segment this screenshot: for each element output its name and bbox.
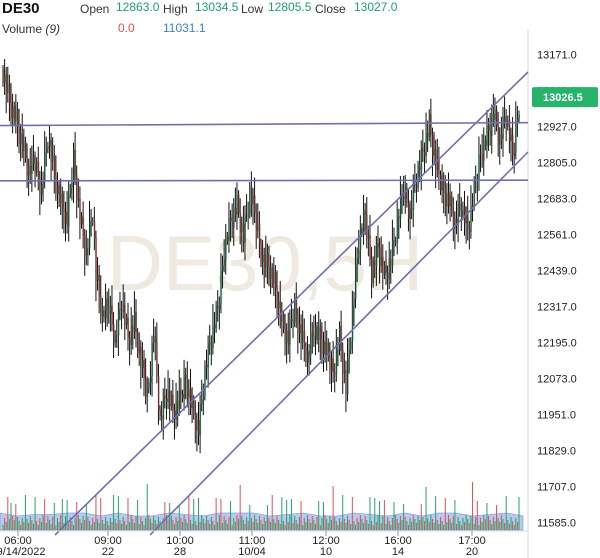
- close-value: 13027.0: [354, 0, 398, 14]
- low-value: 12805.5: [268, 0, 312, 14]
- y-tick-label: 12805.0: [537, 158, 577, 170]
- close-label: Close: [315, 2, 346, 16]
- last-price-badge: [532, 87, 598, 108]
- channel-upper-line: [54, 71, 529, 536]
- x-tick-date: 20: [466, 546, 478, 558]
- y-tick-label: 12683.0: [537, 194, 577, 206]
- open-label: Open: [80, 2, 110, 16]
- volume-label: Volume (9): [2, 22, 61, 36]
- y-tick-label: 12317.0: [537, 302, 577, 314]
- ohlc-header: DE30 Open 12863.0 High 13034.5 Low 12805…: [0, 0, 600, 40]
- last-price-label: 13026.5: [543, 92, 583, 104]
- x-tick-date: 28: [174, 546, 186, 558]
- high-label: High: [163, 2, 188, 16]
- y-tick-label: 12561.0: [537, 230, 577, 242]
- y-tick-label: 11585.0: [537, 518, 576, 530]
- y-tick-label: 12195.0: [537, 338, 577, 350]
- volume-ma-value: 11031.1: [163, 21, 206, 35]
- symbol-label: DE30: [2, 0, 40, 17]
- volume-value: 0.0: [118, 21, 135, 35]
- x-tick-date: 10: [320, 546, 332, 558]
- y-tick-label: 12439.0: [537, 266, 577, 278]
- x-tick-time: 16:00: [384, 535, 412, 547]
- high-value: 13034.5: [195, 0, 239, 14]
- open-value: 12863.0: [116, 0, 160, 14]
- y-tick-label: 11707.0: [537, 482, 576, 494]
- x-tick-time: 11:00: [239, 535, 266, 547]
- x-tick-time: 10:00: [166, 535, 194, 547]
- x-tick-date: 10/04: [238, 546, 266, 558]
- x-tick-time: 09:00: [94, 535, 122, 547]
- horizontal-support-line: [0, 179, 529, 182]
- x-tick-date: 14: [392, 546, 404, 558]
- low-label: Low: [241, 2, 264, 16]
- y-tick-label: 12927.0: [537, 121, 577, 133]
- x-tick-date: 22: [102, 546, 114, 558]
- y-tick-label: 12073.0: [537, 374, 577, 386]
- x-tick-time: 06:00: [4, 535, 32, 547]
- y-tick-label: 11829.0: [537, 446, 576, 458]
- x-tick-date: 09/14/2022: [0, 546, 46, 558]
- y-tick-label: 13171.0: [537, 49, 577, 61]
- x-tick-time: 12:00: [312, 535, 340, 547]
- y-tick-label: 11951.0: [537, 410, 576, 422]
- x-tick-time: 17:00: [458, 535, 486, 547]
- channel-lower-line: [149, 151, 529, 536]
- horizontal-resistance-line: [0, 121, 529, 127]
